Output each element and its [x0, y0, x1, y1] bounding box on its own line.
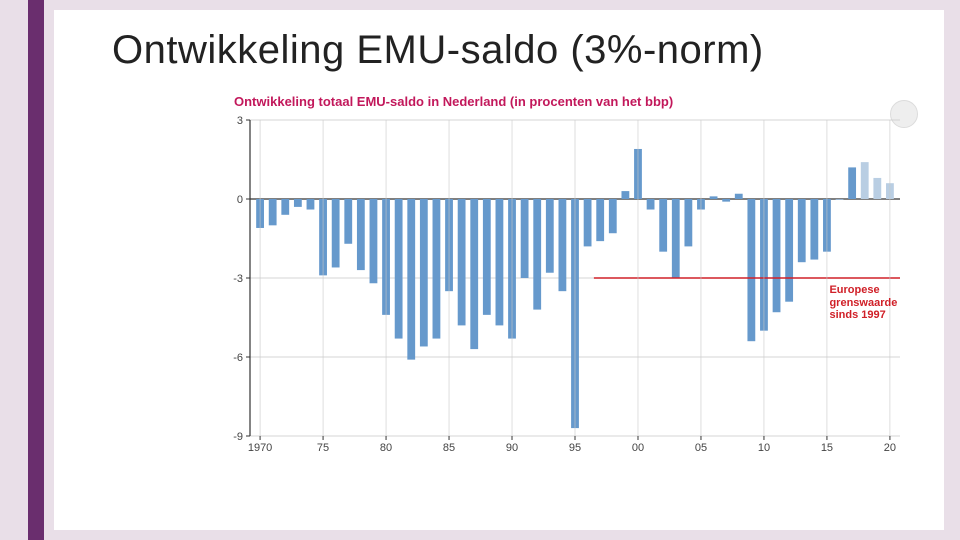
svg-text:20: 20	[884, 442, 896, 454]
svg-text:10: 10	[758, 442, 770, 454]
page-title: Ontwikkeling EMU-saldo (3%-norm)	[112, 28, 764, 73]
svg-text:15: 15	[821, 442, 833, 454]
accent-bar	[28, 0, 44, 540]
svg-text:90: 90	[506, 442, 518, 454]
chart-subtitle: Ontwikkeling totaal EMU-saldo in Nederla…	[234, 94, 673, 109]
svg-text:75: 75	[317, 442, 329, 454]
chart-container: Ontwikkeling totaal EMU-saldo in Nederla…	[184, 94, 924, 474]
slide-body: Ontwikkeling EMU-saldo (3%-norm) Ontwikk…	[54, 10, 944, 530]
svg-text:95: 95	[569, 442, 581, 454]
svg-text:3: 3	[237, 116, 243, 127]
svg-text:80: 80	[380, 442, 392, 454]
svg-text:00: 00	[632, 442, 644, 454]
svg-text:1970: 1970	[248, 442, 272, 454]
svg-text:-3: -3	[233, 273, 243, 285]
threshold-label-line2: grenswaarde	[829, 297, 897, 309]
svg-text:-6: -6	[233, 352, 243, 364]
svg-text:85: 85	[443, 442, 455, 454]
threshold-label: Europese grenswaarde sinds 1997	[829, 284, 897, 322]
svg-text:-9: -9	[233, 431, 243, 443]
threshold-label-line1: Europese	[829, 284, 879, 296]
svg-text:05: 05	[695, 442, 707, 454]
svg-text:0: 0	[237, 194, 243, 206]
bar-chart: -9 -6 -3 0 3 1970 75 80 85 90 95 00 05 10 15 20	[224, 116, 904, 456]
threshold-label-line3: sinds 1997	[829, 309, 885, 321]
